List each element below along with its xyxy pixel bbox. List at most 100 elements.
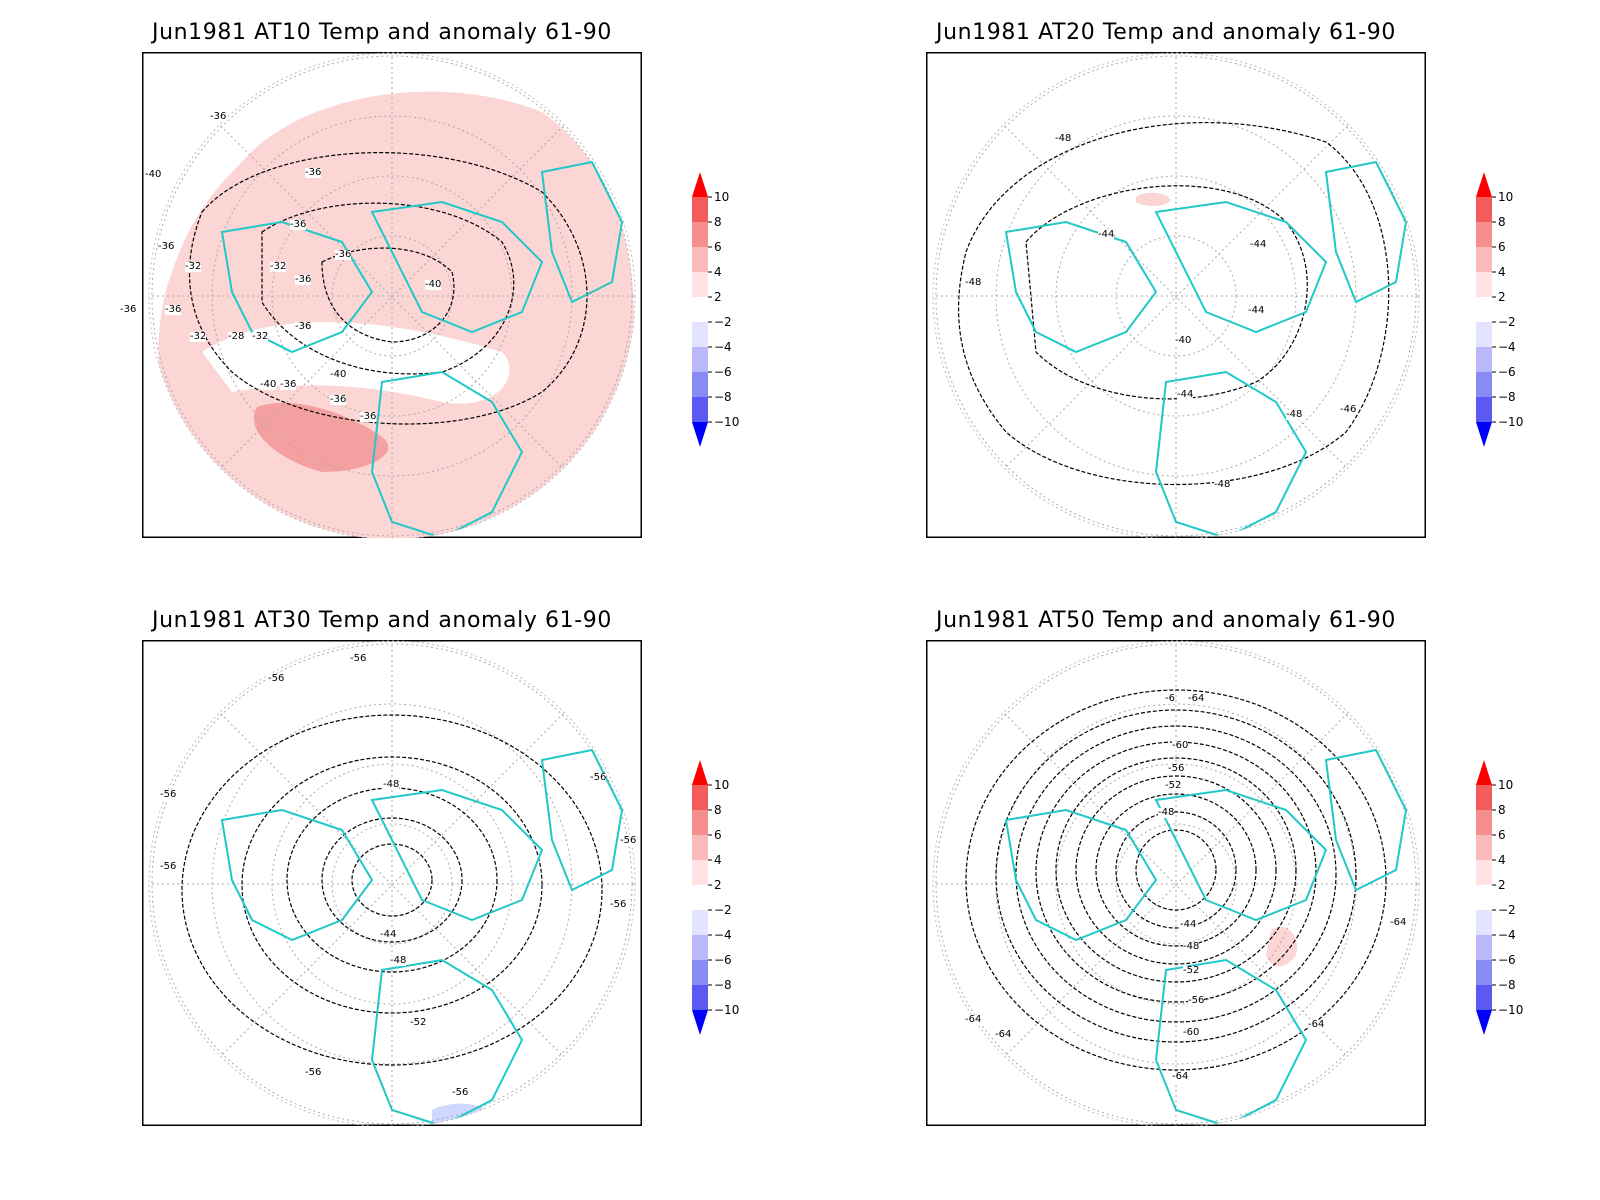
colorbar-tick-label: −2	[1498, 315, 1516, 329]
colorbar-tick-label: −8	[714, 390, 732, 404]
contour-label: -40	[330, 369, 347, 380]
colorbar-tick-label: 4	[1498, 853, 1506, 867]
contour-label: -36	[295, 274, 312, 285]
colorbar-tick-label: −2	[714, 315, 732, 329]
contour-label: -32	[185, 261, 202, 272]
contour-label: -40	[425, 279, 442, 290]
contour-label: -60	[1172, 740, 1189, 751]
colorbar-tick-label: 4	[714, 853, 722, 867]
colorbar-swatch	[692, 322, 708, 347]
contour-label: -64	[1188, 693, 1205, 704]
panel-title: Jun1981 AT50 Temp and anomaly 61-90	[936, 608, 1396, 633]
colorbar-tick-label: 6	[1498, 828, 1506, 842]
contour-label: -36	[360, 411, 377, 422]
contour-label: -64	[995, 1029, 1012, 1040]
colorbar-swatch	[1476, 197, 1492, 222]
colorbar-tick-label: 10	[714, 190, 729, 204]
contour-label: -40	[1175, 335, 1192, 346]
contour-label: -32	[270, 261, 287, 272]
anomaly-positive-region	[1136, 192, 1171, 206]
colorbar-tick-label: 8	[1498, 803, 1506, 817]
colorbar-tick-label: −8	[1498, 390, 1516, 404]
colorbar-at20: 10 8 6 4 2 −2 −4 −6 −8 −10	[1476, 172, 1523, 447]
colorbar-swatch	[692, 247, 708, 272]
colorbar-swatch	[692, 347, 708, 372]
colorbar-at50: 10 8 6 4 2 −2 −4 −6 −8 −10	[1476, 760, 1523, 1035]
contour-label: -56	[590, 772, 607, 783]
colorbar-swatch	[1476, 960, 1492, 985]
colorbar-tick-label: −4	[714, 340, 732, 354]
colorbar-swatch	[692, 197, 708, 222]
colorbar-swatch	[692, 372, 708, 397]
contour-label: -48	[1183, 941, 1200, 952]
contour-label: -44	[1250, 239, 1267, 250]
colorbar-swatch	[692, 985, 708, 1010]
polar-map-at10	[142, 52, 642, 538]
anomaly-positive-region	[1266, 926, 1297, 967]
colorbar-swatch	[1476, 885, 1492, 910]
colorbar-arrow-top	[692, 760, 708, 785]
colorbar-tick-label: −6	[1498, 365, 1516, 379]
colorbar-arrow-top	[1476, 760, 1492, 785]
contour-label: -60	[1183, 1027, 1200, 1038]
panel-title: Jun1981 AT30 Temp and anomaly 61-90	[152, 608, 612, 633]
contour-label: -56	[620, 835, 637, 846]
polar-map-at50	[926, 640, 1426, 1126]
colorbar-arrow-bottom	[692, 1010, 708, 1035]
contour-label: -64	[1172, 1071, 1189, 1082]
colorbar-tick-label: −2	[1498, 903, 1516, 917]
contour-label: -36	[210, 111, 227, 122]
contour-label: -36	[120, 304, 137, 315]
colorbar-swatch	[692, 222, 708, 247]
contour-label: -64	[1308, 1019, 1325, 1030]
contour-label: -46	[1340, 404, 1357, 415]
colorbar-tick-label: 2	[714, 290, 722, 304]
contour-label: -32	[190, 331, 207, 342]
contour-label: -48	[390, 955, 407, 966]
contour-label: -44	[380, 929, 397, 940]
contour-label: -28	[228, 331, 245, 342]
colorbar-at30: 10 8 6 4 2 −2 −4 −6 −8 −10	[692, 760, 739, 1035]
colorbar-arrow-top	[1476, 172, 1492, 197]
polar-map-at20	[926, 52, 1426, 538]
polar-map-at30	[142, 640, 642, 1126]
colorbar-arrow-top	[692, 172, 708, 197]
colorbar-swatch	[692, 785, 708, 810]
contour-label: -56	[452, 1087, 469, 1098]
contour-label: -36	[305, 167, 322, 178]
colorbar-tick-label: −10	[714, 415, 739, 429]
colorbar-tick-label: −4	[1498, 340, 1516, 354]
colorbar-tick-label: 10	[1498, 778, 1513, 792]
colorbar-tick-label: 8	[714, 215, 722, 229]
colorbar-tick-label: −10	[1498, 415, 1523, 429]
contour-label: -52	[1165, 780, 1182, 791]
colorbar-tick-label: −10	[1498, 1003, 1523, 1017]
colorbar-arrow-bottom	[692, 422, 708, 447]
contour-label: -56	[160, 861, 177, 872]
colorbar-swatch	[1476, 910, 1492, 935]
contour-label: -48	[1214, 479, 1231, 490]
contour-label: -56	[1188, 995, 1205, 1006]
colorbar-tick-label: −6	[1498, 953, 1516, 967]
contour-label: -48	[1286, 409, 1303, 420]
colorbar-tick-label: 2	[1498, 290, 1506, 304]
colorbar-tick-label: −2	[714, 903, 732, 917]
contour-label: -44	[1180, 919, 1197, 930]
colorbar-swatch	[692, 910, 708, 935]
colorbar-swatch	[692, 885, 708, 910]
colorbar-swatch	[1476, 347, 1492, 372]
colorbar-swatch	[1476, 322, 1492, 347]
colorbar-swatch	[1476, 860, 1492, 885]
colorbar-tick-label: 6	[714, 828, 722, 842]
colorbar-tick-label: −8	[1498, 978, 1516, 992]
colorbar-tick-label: 6	[714, 240, 722, 254]
colorbar-swatch	[692, 835, 708, 860]
contour-label: -36	[158, 241, 175, 252]
panel-title: Jun1981 AT20 Temp and anomaly 61-90	[936, 20, 1396, 45]
colorbar-tick-label: 6	[1498, 240, 1506, 254]
contour-label: -56	[268, 673, 285, 684]
contour-label: -36	[280, 379, 297, 390]
contour-label: -40	[260, 379, 277, 390]
contour-label: -52	[410, 1017, 427, 1028]
colorbar-tick-label: 4	[1498, 265, 1506, 279]
